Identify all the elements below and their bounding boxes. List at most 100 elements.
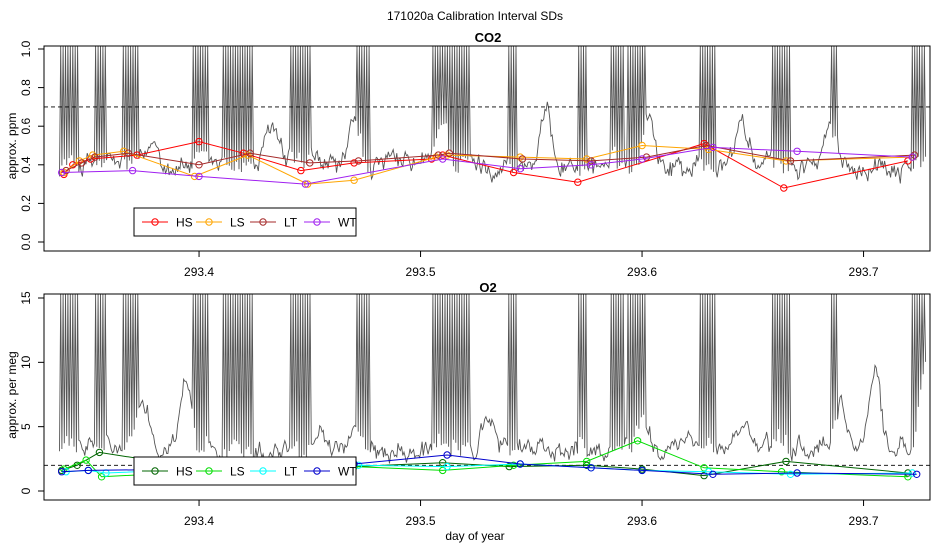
co2-y-tick-label: 0.6 bbox=[19, 118, 33, 135]
co2-point-lt bbox=[246, 149, 254, 157]
co2-point-ls bbox=[120, 147, 128, 156]
o2-point-lt bbox=[908, 469, 916, 477]
o2-point-wt bbox=[587, 464, 595, 472]
co2-y-tick-label: 0.8 bbox=[19, 79, 33, 96]
co2-point-ls bbox=[583, 155, 591, 163]
o2-point-ls bbox=[700, 464, 708, 472]
co2-x-tick-label: 293.6 bbox=[627, 265, 657, 279]
o2-legend-marker-lt bbox=[259, 467, 267, 475]
o2-y-axis-label: approx. per meg bbox=[5, 351, 19, 438]
o2-series-line-hs bbox=[61, 451, 908, 477]
o2-legend-label-lt: LT bbox=[284, 465, 298, 479]
co2-point-wt bbox=[58, 168, 66, 177]
o2-legend-marker-wt bbox=[313, 467, 321, 475]
co2-point-hs bbox=[69, 161, 77, 169]
o2-legend-marker-ls bbox=[205, 467, 213, 475]
co2-point-wt bbox=[908, 153, 916, 161]
o2-y-tick-label: 10 bbox=[19, 355, 33, 369]
co2-axes-group: 293.4 293.5 293.6 293.7 0.0 0.2 0.4 0.6 0.8 1.0 bbox=[19, 40, 931, 279]
o2-point-wt bbox=[516, 460, 524, 468]
co2-point-wt bbox=[587, 161, 595, 169]
co2-legend-label-hs: HS bbox=[176, 216, 193, 230]
co2-point-hs bbox=[780, 184, 788, 192]
o2-legend-label-wt: WT bbox=[338, 465, 357, 479]
co2-point-hs bbox=[350, 159, 358, 167]
co2-point-lt bbox=[910, 151, 919, 159]
o2-point-ls bbox=[439, 466, 447, 475]
co2-point-hs bbox=[195, 137, 203, 146]
o2-legend-marker-hs bbox=[151, 467, 159, 475]
co2-point-lt bbox=[642, 153, 651, 161]
co2-legend-marker-wt bbox=[313, 218, 321, 226]
o2-point-wt bbox=[913, 470, 921, 478]
o2-point-wt bbox=[793, 469, 801, 477]
co2-panel-title: CO2 bbox=[475, 30, 502, 45]
co2-point-lt bbox=[306, 159, 314, 167]
co2-point-lt bbox=[587, 157, 595, 165]
co2-point-wt bbox=[301, 180, 310, 188]
o2-x-tick-label: 293.4 bbox=[184, 514, 214, 528]
o2-point-ls bbox=[633, 437, 642, 445]
co2-point-ls bbox=[516, 153, 524, 161]
o2-point-wt bbox=[638, 466, 646, 475]
co2-x-tick-label: 293.5 bbox=[406, 265, 436, 279]
o2-point-hs bbox=[439, 459, 447, 467]
co2-series-line-wt bbox=[61, 146, 913, 185]
co2-x-tick-label: 293.7 bbox=[849, 265, 879, 279]
co2-series-line-hs bbox=[63, 141, 909, 189]
co2-y-tick-label: 0.4 bbox=[19, 156, 33, 173]
co2-panel: CO2 approx. ppm 293.4 293.5 293.6 293.7 0.0 0… bbox=[5, 30, 931, 279]
co2-point-lt bbox=[434, 151, 442, 159]
o2-point-ls bbox=[904, 473, 912, 481]
co2-point-wt bbox=[638, 155, 646, 163]
co2-point-hs bbox=[509, 168, 518, 177]
o2-legend: HS LS LT WT bbox=[133, 456, 357, 486]
o2-series-line-ls bbox=[63, 440, 908, 478]
co2-point-lt bbox=[62, 166, 70, 175]
co2-y-tick-label: 1.0 bbox=[19, 40, 33, 57]
co2-point-ls bbox=[638, 141, 646, 150]
o2-y-tick-label: 15 bbox=[19, 291, 33, 305]
o2-point-hs bbox=[505, 462, 513, 471]
o2-background-trace bbox=[59, 293, 927, 466]
co2-point-wt bbox=[516, 165, 524, 173]
co2-y-tick-label: 0.0 bbox=[19, 233, 33, 250]
o2-x-tick-label: 293.5 bbox=[406, 514, 436, 528]
co2-point-hs bbox=[297, 166, 305, 175]
co2-point-lt bbox=[78, 159, 86, 167]
o2-point-wt bbox=[443, 451, 451, 459]
o2-panel: O2 approx. per meg 293.4 293.5 293.6 293.7 0… bbox=[5, 280, 931, 528]
co2-point-wt bbox=[439, 155, 447, 163]
co2-legend: HS LS LT WT bbox=[133, 207, 357, 237]
figure-title: 171020a Calibration Interval SDs bbox=[387, 9, 563, 23]
x-axis-label: day of year bbox=[445, 529, 504, 543]
o2-point-ls bbox=[97, 473, 106, 481]
o2-x-tick-label: 293.6 bbox=[627, 514, 657, 528]
co2-point-hs bbox=[700, 139, 708, 148]
co2-point-wt bbox=[709, 143, 717, 152]
co2-point-lt bbox=[354, 157, 363, 165]
co2-plot-frame bbox=[43, 45, 931, 252]
o2-legend-label-hs: HS bbox=[176, 465, 193, 479]
o2-y-tick-label: 0 bbox=[19, 487, 33, 494]
o2-panel-title: O2 bbox=[479, 280, 496, 295]
o2-background-trace-group bbox=[59, 293, 927, 466]
co2-point-lt bbox=[195, 161, 203, 169]
o2-point-hs bbox=[782, 457, 790, 466]
co2-point-wt bbox=[793, 147, 801, 156]
co2-point-ls bbox=[244, 151, 252, 159]
o2-point-ls bbox=[777, 468, 786, 476]
co2-series-group bbox=[58, 137, 919, 192]
o2-axes-group: 293.4 293.5 293.6 293.7 0 5 10 15 bbox=[19, 291, 931, 528]
o2-point-lt bbox=[443, 462, 451, 471]
co2-series-line-ls bbox=[63, 144, 913, 185]
co2-point-wt bbox=[128, 166, 137, 175]
o2-point-ls bbox=[82, 456, 90, 464]
co2-point-lt bbox=[786, 157, 795, 165]
o2-point-hs bbox=[95, 448, 104, 457]
co2-y-axis-label: approx. ppm bbox=[5, 113, 19, 180]
o2-x-tick-label: 293.7 bbox=[849, 514, 879, 528]
co2-point-hs bbox=[574, 178, 582, 186]
co2-point-ls bbox=[350, 176, 358, 184]
